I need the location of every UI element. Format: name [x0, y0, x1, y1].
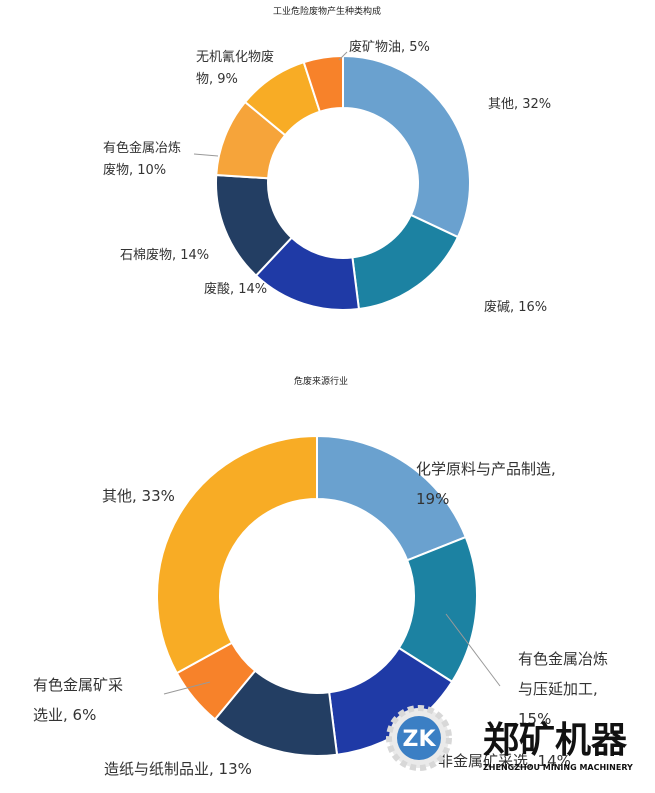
chart1-label-1: 废碱, 16%: [484, 299, 547, 315]
chart1-label-0: 其他, 32%: [488, 97, 551, 112]
chart1-leader-4: [193, 153, 219, 157]
brand-name-en: ZHENGZHOU MINING MACHINERY: [483, 763, 633, 772]
chart1-slice-1: [351, 213, 460, 311]
chart2-title: 危废来源行业: [294, 375, 348, 387]
chart2-leader-1: [445, 613, 501, 687]
chart2-donut: [156, 434, 478, 757]
chart1-leader-6: [338, 51, 348, 61]
chart2-label-3: 造纸与纸制品业, 13%: [104, 760, 252, 778]
chart2-leader-4: [163, 681, 211, 695]
brand-watermark: ZK 郑矿机器 ZHENGZHOU MINING MACHINERY: [386, 705, 633, 772]
chart1-label-4: 有色金属冶炼废物, 10%: [103, 140, 181, 178]
chart1-label-2: 废酸, 14%: [204, 281, 267, 297]
zk-logo-icon: ZK: [386, 705, 452, 771]
chart1-slice-0: [342, 54, 471, 239]
chart1-labels: 其他, 32% 废碱, 16% 废酸, 14% 石棉废物, 14% 有色金属冶炼废物, …: [103, 39, 551, 315]
chart1-title: 工业危险废物产生种类构成: [273, 5, 381, 17]
chart2-slice-5: [156, 434, 318, 675]
chart1-label-3: 石棉废物, 14%: [120, 247, 209, 263]
chart1-label-6: 废矿物油, 5%: [349, 39, 430, 55]
chart2-label-2: 非金属矿采选, 14%: [438, 752, 571, 770]
chart2-labels: 化学原料与产品制造, 19% 有色金属冶炼与压延加工, 15% 非金属矿采选, 14% 造…: [33, 460, 608, 778]
chart2-label-4: 有色金属矿采选业, 6%: [33, 676, 123, 724]
chart1-label-5: 无机氰化物废物, 9%: [196, 49, 274, 87]
chart2-label-0: 化学原料与产品制造, 19%: [416, 460, 556, 508]
chart2-label-1: 有色金属冶炼与压延加工, 15%: [518, 650, 608, 728]
chart2-label-5: 其他, 33%: [102, 487, 175, 505]
chart1-slice-6: [302, 54, 344, 113]
brand-name: 郑矿机器: [483, 720, 628, 761]
zk-logo-letters: ZK: [403, 727, 437, 752]
chart1-donut: [215, 54, 471, 311]
